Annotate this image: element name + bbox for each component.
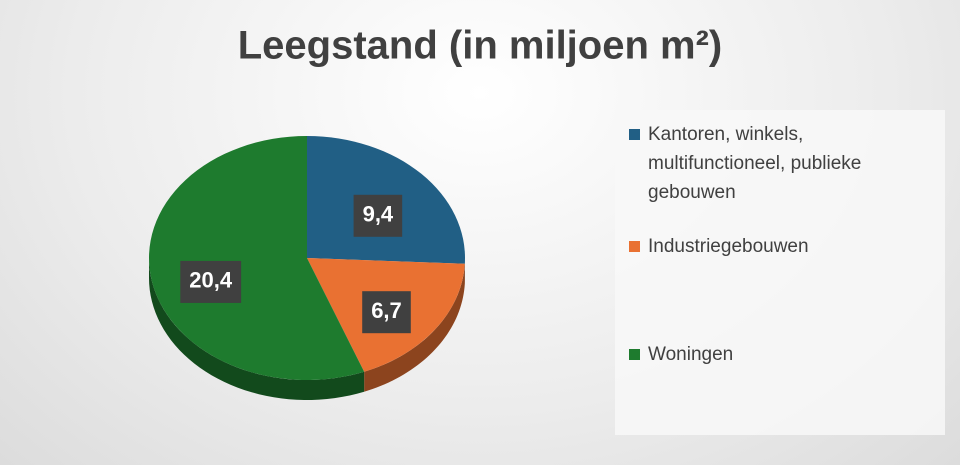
data-label-group: 6,7 [362, 291, 411, 334]
legend-item: Industriegebouwen [629, 232, 929, 261]
chart-title: Leegstand (in miljoen m²) [238, 24, 722, 68]
data-label: 6,7 [371, 298, 402, 323]
data-label: 9,4 [363, 202, 394, 227]
data-label-box [362, 291, 411, 334]
slice [148, 136, 365, 380]
slice-side [149, 258, 365, 400]
data-label: 20,4 [189, 268, 233, 293]
legend-label: Woningen [648, 344, 734, 365]
legend-item: Kantoren, winkels, multifunctioneel, pub… [629, 120, 929, 207]
data-label-group: 20,4 [180, 260, 242, 303]
legend-label: Industriegebouwen [648, 236, 809, 257]
slice-side [364, 263, 465, 392]
legend: Kantoren, winkels, multifunctioneel, pub… [615, 110, 945, 435]
data-label-box [180, 260, 242, 303]
legend-label: Kantoren, winkels, multifunctioneel, pub… [648, 124, 862, 203]
legend-swatch [629, 241, 640, 252]
data-label-box [353, 194, 403, 237]
legend-item: Woningen [629, 340, 929, 369]
data-label-group: 9,4 [353, 194, 403, 237]
legend-swatch [629, 349, 640, 360]
legend-swatch [629, 129, 640, 140]
